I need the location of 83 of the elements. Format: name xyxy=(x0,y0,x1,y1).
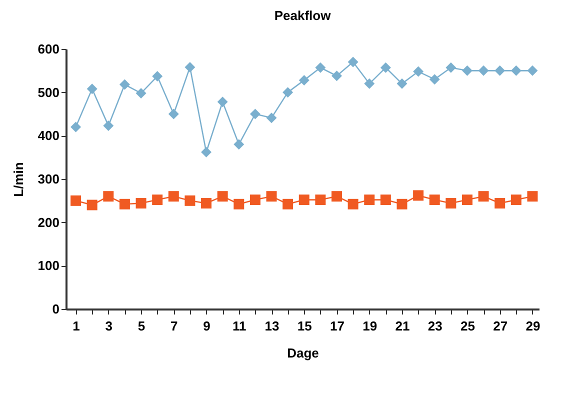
point xyxy=(119,198,130,210)
point xyxy=(348,56,358,68)
point xyxy=(348,198,358,210)
point xyxy=(266,191,277,202)
point xyxy=(152,71,163,82)
point xyxy=(234,198,244,210)
point xyxy=(103,120,114,131)
point xyxy=(462,194,472,206)
point xyxy=(478,191,489,202)
point xyxy=(282,87,294,98)
point xyxy=(298,74,310,86)
point xyxy=(396,198,408,210)
point xyxy=(119,79,130,90)
point xyxy=(217,191,228,202)
y-tick-label: 200 xyxy=(38,214,60,230)
y-tick-label: 600 xyxy=(38,42,60,56)
point xyxy=(396,78,408,89)
x-tick-label: 5 xyxy=(138,318,146,334)
point xyxy=(380,194,391,206)
point xyxy=(266,112,277,124)
x-tick-label: 7 xyxy=(170,318,178,334)
point xyxy=(86,84,98,94)
y-tick-label: 0 xyxy=(52,302,60,316)
x-tick-label: 9 xyxy=(203,318,210,334)
point xyxy=(332,70,342,82)
point xyxy=(152,194,163,206)
x-tick-label: 1 xyxy=(72,318,80,334)
point xyxy=(429,74,440,85)
x-tick-label: 3 xyxy=(105,318,113,334)
point xyxy=(332,191,342,202)
point xyxy=(201,198,212,209)
point xyxy=(282,198,294,210)
point xyxy=(429,194,440,206)
y-tick-label: 300 xyxy=(38,172,60,186)
point xyxy=(478,65,489,76)
point xyxy=(494,198,506,209)
point xyxy=(527,65,538,76)
point xyxy=(86,200,98,210)
point xyxy=(70,122,82,132)
point xyxy=(364,194,375,206)
point xyxy=(380,62,391,73)
point xyxy=(217,96,228,108)
y-axis-title: L/min xyxy=(10,162,26,197)
x-tick-label: 23 xyxy=(428,318,442,334)
y-tick-label: 500 xyxy=(38,84,60,100)
x-tick-label: 19 xyxy=(362,318,378,334)
point xyxy=(364,78,375,89)
x-tick-label: 29 xyxy=(526,318,540,334)
x-tick-label: 17 xyxy=(330,318,344,334)
point xyxy=(527,191,538,202)
x-tick-label: 21 xyxy=(395,318,410,334)
point xyxy=(168,191,179,202)
point xyxy=(136,198,146,209)
point xyxy=(510,194,522,206)
point xyxy=(298,194,310,206)
x-tick-label: 15 xyxy=(297,318,312,334)
chart-title: Peakflow xyxy=(274,8,332,23)
point xyxy=(446,62,456,73)
x-tick-label: 13 xyxy=(264,318,280,334)
x-tick-label: 11 xyxy=(232,318,246,334)
point xyxy=(510,65,522,76)
point xyxy=(168,108,179,120)
point xyxy=(250,194,260,206)
x-axis-title: Dage xyxy=(287,346,319,360)
point xyxy=(315,194,326,206)
point xyxy=(462,65,472,76)
point xyxy=(103,191,114,202)
x-tick-label: 27 xyxy=(493,318,508,334)
point xyxy=(446,198,456,209)
y-tick-label: 400 xyxy=(38,128,60,144)
point xyxy=(494,65,506,76)
point xyxy=(234,139,244,150)
point xyxy=(413,190,424,201)
point xyxy=(201,146,212,158)
point xyxy=(136,88,146,98)
point xyxy=(184,195,196,206)
point xyxy=(315,62,326,73)
y-tick-label: 100 xyxy=(38,258,60,274)
point xyxy=(70,195,82,206)
point xyxy=(250,108,260,120)
x-tick-label: 25 xyxy=(460,318,475,334)
point xyxy=(413,66,424,77)
point xyxy=(184,62,196,72)
